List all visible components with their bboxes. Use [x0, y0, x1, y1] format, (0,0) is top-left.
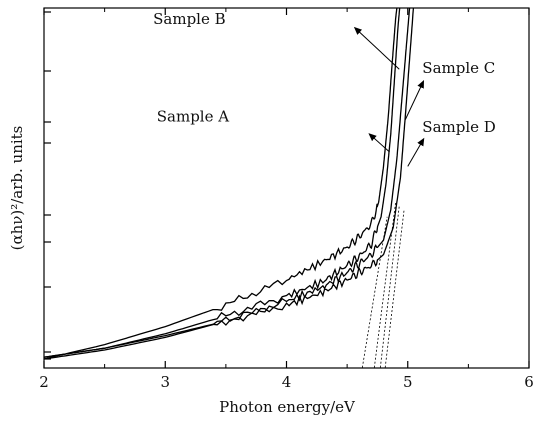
series-line-sample-c	[44, 8, 411, 360]
annotation-label: Sample D	[422, 118, 496, 136]
series-line-sample-d	[44, 8, 415, 358]
x-ticks	[43, 8, 530, 368]
annotations: Sample B Sample A Sample C Sample D	[153, 10, 496, 167]
annotation-arrow	[368, 133, 390, 153]
y-ticks	[44, 11, 51, 360]
annotation-label: Sample C	[422, 59, 495, 77]
extrapolation-line	[384, 209, 405, 368]
extrapolation-line	[373, 202, 397, 368]
x-tick-label: 3	[160, 373, 170, 391]
annotation-arrow	[407, 137, 425, 167]
x-axis-label: Photon energy/eV	[219, 398, 356, 416]
series-line-sample-b	[44, 8, 398, 360]
extrapolation-lines	[361, 202, 405, 368]
extrapolation-line	[379, 205, 400, 368]
y-axis-label: (αhν)²/arb. units	[8, 126, 26, 251]
x-tick-labels: 2 3 4 5 6	[39, 373, 534, 391]
annotation-label: Sample B	[153, 10, 226, 28]
x-tick-label: 2	[39, 373, 49, 391]
annotation-label: Sample A	[157, 107, 229, 125]
x-tick-label: 5	[403, 373, 413, 391]
series-line-sample-a	[44, 8, 401, 358]
series-lines	[44, 8, 415, 360]
x-tick-label: 4	[282, 373, 292, 391]
annotation-arrow	[353, 26, 400, 70]
annotation-arrow	[404, 79, 425, 120]
x-tick-label: 6	[524, 373, 534, 391]
